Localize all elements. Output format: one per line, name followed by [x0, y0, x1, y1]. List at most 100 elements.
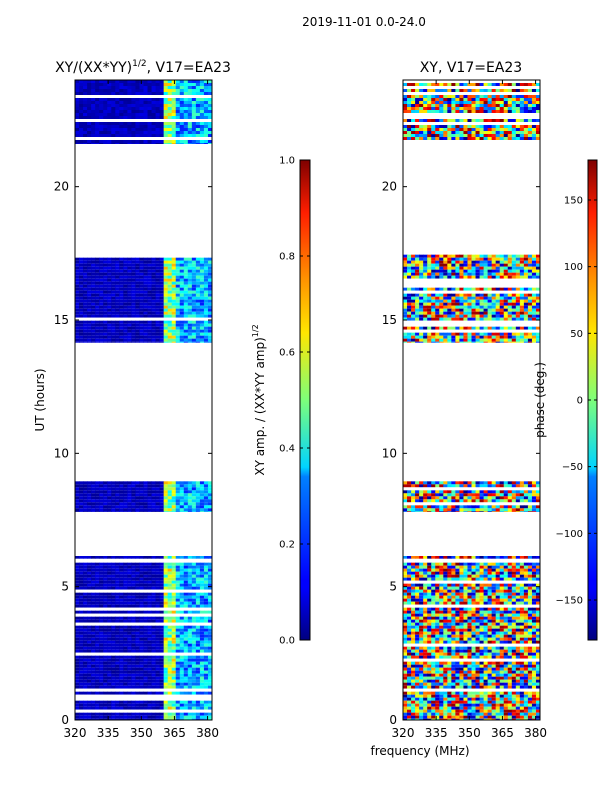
heatmap-cell: [99, 281, 104, 285]
heatmap-cell: [131, 275, 136, 279]
heatmap-cell: [75, 715, 80, 719]
heatmap-cell: [127, 128, 132, 131]
heatmap-cell: [203, 691, 209, 695]
heatmap-cell: [151, 691, 157, 695]
heatmap-cell: [475, 610, 481, 614]
heatmap-cell: [411, 631, 416, 635]
heatmap-cell: [163, 643, 169, 647]
heatmap-cell: [103, 676, 108, 680]
heatmap-cell: [143, 305, 149, 309]
heatmap-cell: [523, 583, 529, 587]
heatmap-cell: [87, 640, 92, 644]
heatmap-cell: [435, 613, 440, 617]
heatmap-cell: [499, 634, 505, 638]
heatmap-cell: [191, 589, 197, 593]
heatmap-cell: [459, 589, 464, 593]
heatmap-cell: [131, 556, 136, 559]
heatmap-cell: [187, 664, 193, 668]
heatmap-cell: [103, 610, 108, 614]
heatmap-cell: [103, 335, 108, 339]
heatmap-cell: [99, 314, 104, 318]
heatmap-cell: [163, 493, 169, 497]
heatmap-cell: [83, 610, 88, 614]
heatmap-cell: [159, 583, 165, 587]
heatmap-cell: [131, 571, 136, 575]
heatmap-cell: [163, 119, 169, 122]
heatmap-cell: [171, 107, 177, 110]
heatmap-cell: [99, 682, 104, 686]
heatmap-cell: [175, 305, 181, 309]
heatmap-cell: [183, 697, 189, 701]
heatmap-cell: [179, 649, 185, 653]
heatmap-cell: [91, 511, 96, 512]
heatmap-cell: [75, 649, 80, 653]
heatmap-cell: [507, 598, 513, 602]
heatmap-cell: [143, 610, 149, 614]
heatmap-cell: [167, 718, 173, 720]
heatmap-cell: [203, 631, 209, 635]
heatmap-cell: [127, 134, 132, 137]
heatmap-cell: [83, 682, 88, 686]
heatmap-cell: [163, 101, 169, 104]
heatmap-cell: [115, 697, 120, 701]
heatmap-cell: [123, 556, 128, 559]
heatmap-cell: [83, 664, 88, 668]
heatmap-cell: [179, 634, 185, 638]
heatmap-cell: [135, 667, 140, 671]
heatmap-cell: [155, 628, 161, 632]
heatmap-cell: [123, 493, 128, 497]
heatmap-cell: [519, 634, 525, 638]
heatmap-cell: [199, 619, 205, 623]
heatmap-cell: [99, 637, 104, 641]
heatmap-cell: [151, 580, 157, 584]
heatmap-cell: [135, 311, 140, 315]
heatmap-cell: [455, 577, 460, 581]
heatmap-cell: [143, 598, 149, 602]
heatmap-cell: [199, 284, 205, 288]
heatmap-cell: [91, 299, 96, 303]
heatmap-cell: [151, 125, 157, 128]
heatmap-cell: [191, 676, 197, 680]
heatmap-cell: [187, 95, 193, 98]
heatmap-cell: [415, 586, 420, 590]
heatmap-cell: [195, 101, 201, 104]
heatmap-cell: [103, 137, 108, 140]
heatmap-cell: [183, 685, 189, 689]
heatmap-cell: [403, 595, 408, 599]
heatmap-cell: [163, 655, 169, 659]
heatmap-cell: [75, 125, 80, 128]
left-colorbar-label: XY amp. / (XX*YY amp)1/2: [251, 324, 267, 475]
heatmap-cell: [183, 694, 189, 698]
heatmap-cell: [159, 89, 165, 92]
heatmap-cell: [151, 625, 157, 629]
heatmap-cell: [83, 703, 88, 707]
heatmap-cell: [131, 643, 136, 647]
heatmap-cell: [143, 556, 149, 559]
heatmap-cell: [183, 676, 189, 680]
heatmap-cell: [175, 676, 181, 680]
heatmap-cell: [203, 661, 209, 665]
heatmap-cell: [87, 80, 92, 83]
heatmap-cell: [119, 598, 124, 602]
heatmap-cell: [167, 95, 173, 98]
heatmap-cell: [175, 631, 181, 635]
heatmap-cell: [115, 598, 120, 602]
heatmap-cell: [183, 481, 189, 485]
heatmap-cell: [99, 673, 104, 677]
heatmap-cell: [459, 562, 464, 566]
heatmap-cell: [191, 320, 197, 324]
heatmap-cell: [175, 619, 181, 623]
heatmap-cell: [535, 565, 540, 569]
heatmap-cell: [87, 266, 92, 270]
heatmap-cell: [111, 697, 116, 701]
heatmap-cell: [95, 290, 100, 294]
heatmap-cell: [167, 107, 173, 110]
heatmap-cell: [199, 694, 205, 698]
heatmap-cell: [183, 266, 189, 270]
heatmap-cell: [159, 688, 165, 692]
heatmap-cell: [179, 583, 185, 587]
heatmap-cell: [87, 670, 92, 674]
heatmap-cell: [91, 568, 96, 572]
heatmap-cell: [87, 263, 92, 267]
heatmap-cell: [147, 646, 153, 650]
